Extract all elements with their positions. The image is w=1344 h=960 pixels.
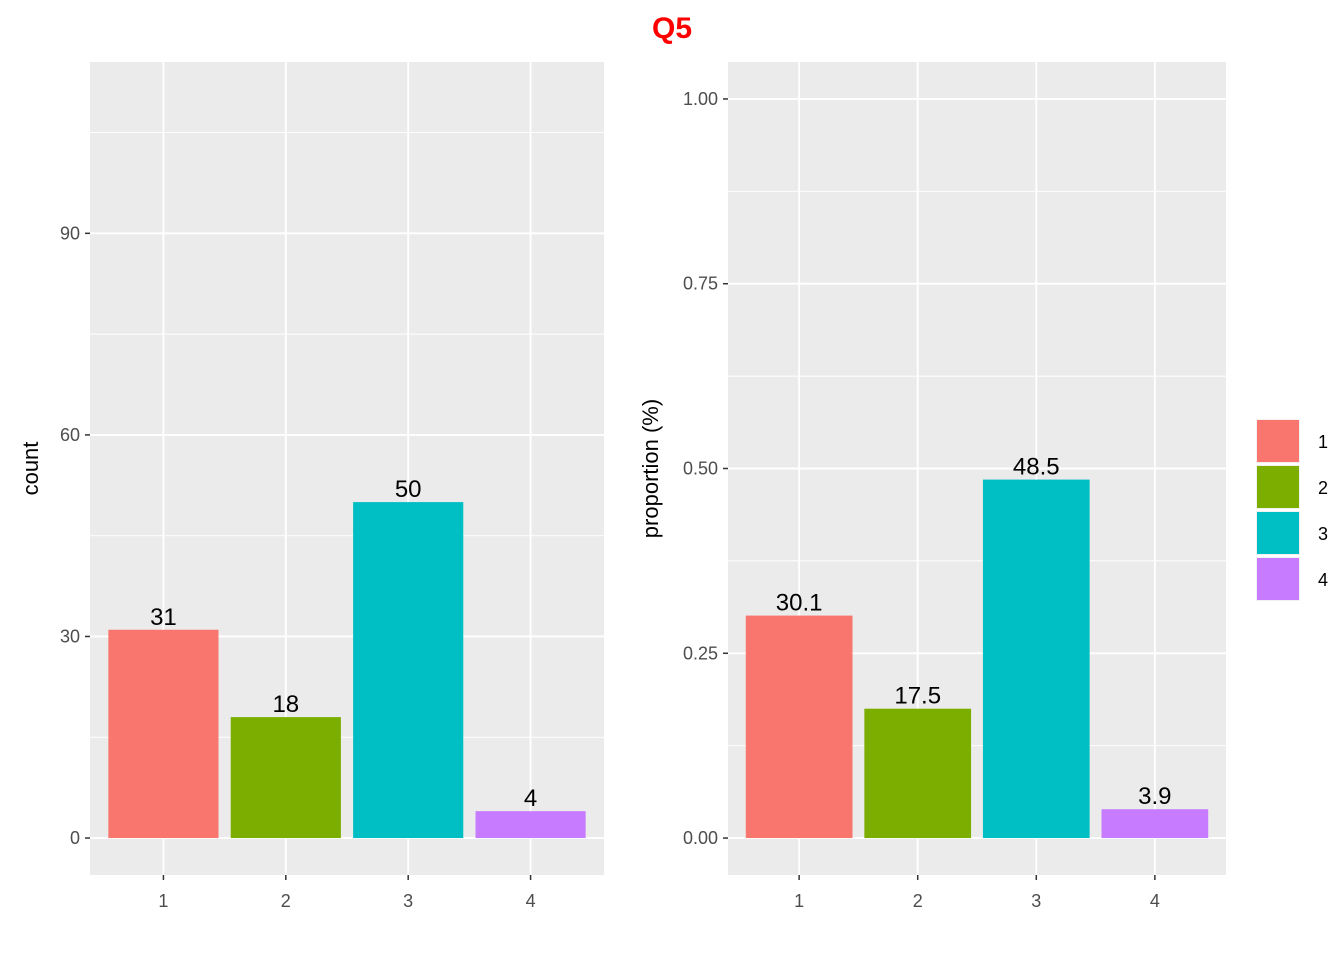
x-tick-label: 3: [1031, 891, 1041, 911]
y-tick-label: 90: [60, 223, 80, 243]
x-tick-label: 1: [158, 891, 168, 911]
x-tick-label: 2: [281, 891, 291, 911]
data-label: 4: [524, 785, 537, 812]
x-tick-label: 2: [913, 891, 923, 911]
x-tick-label: 3: [403, 891, 413, 911]
y-tick-label: 0.75: [683, 274, 718, 294]
bar-2: [230, 717, 341, 839]
data-label: 17.5: [894, 683, 941, 710]
y-axis-title: count: [18, 442, 43, 496]
legend-key-2: [1257, 466, 1299, 508]
data-label: 48.5: [1013, 454, 1060, 481]
y-tick-label: 1.00: [683, 89, 718, 109]
x-tick-label: 4: [1150, 891, 1160, 911]
data-label: 31: [150, 604, 177, 631]
y-tick-label: 60: [60, 425, 80, 445]
y-axis-title: proportion (%): [638, 399, 663, 538]
legend-key-1: [1257, 420, 1299, 462]
panel-2: 0.00 0.25 0.50 0.75 1.00 30.1 17.5 48.5 3.9 1 2 3 4 p…: [638, 62, 1226, 911]
figure-title: Q5: [652, 12, 692, 45]
legend: 1 2 3 4: [1256, 419, 1328, 601]
data-label: 18: [272, 691, 299, 718]
bar-4: [1101, 809, 1209, 839]
legend-key-4: [1257, 558, 1299, 600]
data-label: 3.9: [1138, 783, 1171, 810]
data-label: 30.1: [776, 590, 823, 617]
y-tick-label: 0.25: [683, 643, 718, 663]
legend-label: 4: [1318, 570, 1328, 590]
x-tick-label: 1: [794, 891, 804, 911]
bar-3: [353, 502, 464, 839]
x-tick-label: 4: [526, 891, 536, 911]
legend-label: 3: [1318, 524, 1328, 544]
legend-label: 1: [1318, 432, 1328, 452]
y-tick-label: 0.00: [683, 828, 718, 848]
data-label: 50: [395, 476, 422, 503]
bar-1: [745, 615, 853, 839]
bar-3: [982, 479, 1090, 839]
legend-label: 2: [1318, 478, 1328, 498]
y-tick-label: 0: [70, 828, 80, 848]
legend-key-3: [1257, 512, 1299, 554]
bar-2: [864, 708, 972, 839]
bar-4: [475, 811, 586, 839]
y-tick-label: 0.50: [683, 459, 718, 479]
y-tick-label: 30: [60, 626, 80, 646]
panel-1: 0 30 60 90 31 18 50 4 1 2 3 4 count: [18, 62, 604, 911]
bar-1: [108, 629, 219, 839]
